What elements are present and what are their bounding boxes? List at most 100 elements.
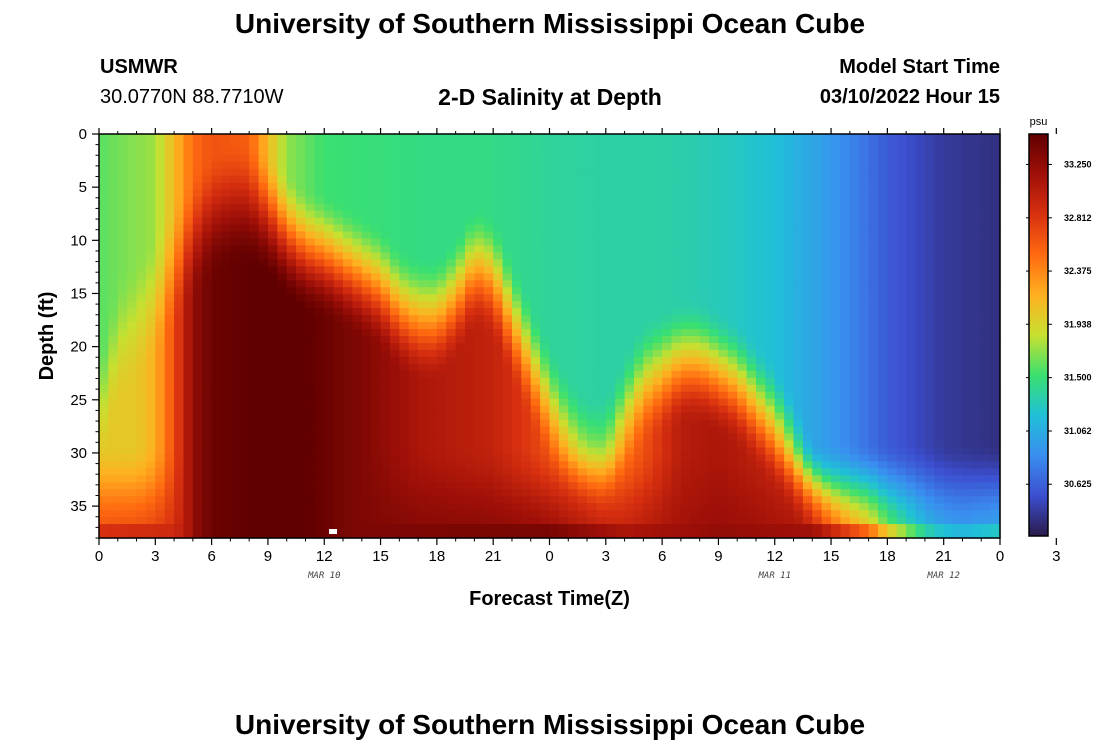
heatmap-cell bbox=[371, 217, 382, 226]
heatmap-cell bbox=[164, 161, 175, 170]
heatmap-cell bbox=[155, 308, 166, 316]
heatmap-cell bbox=[483, 315, 494, 323]
heatmap-cell bbox=[511, 329, 522, 337]
heatmap-cell bbox=[868, 329, 879, 337]
heatmap-cell bbox=[174, 489, 185, 497]
heatmap-cell bbox=[202, 294, 213, 302]
heatmap-cell bbox=[333, 140, 344, 149]
heatmap-cell bbox=[211, 510, 222, 518]
heatmap-cell bbox=[558, 210, 569, 219]
heatmap-cell bbox=[164, 370, 175, 379]
heatmap-cell bbox=[399, 217, 410, 226]
heatmap-cell bbox=[221, 224, 231, 233]
heatmap-cell bbox=[718, 336, 729, 344]
heatmap-cell bbox=[99, 426, 109, 435]
heatmap-cell bbox=[887, 294, 898, 302]
heatmap-cell bbox=[474, 210, 485, 219]
heatmap-cell bbox=[802, 322, 813, 330]
heatmap-cell bbox=[502, 189, 513, 198]
heatmap-cell bbox=[305, 475, 316, 483]
heatmap-cell bbox=[596, 203, 607, 212]
heatmap-cell bbox=[174, 510, 185, 518]
heatmap-cell bbox=[896, 510, 907, 518]
heatmap-cell bbox=[558, 175, 569, 184]
heatmap-cell bbox=[821, 440, 832, 449]
heatmap-cell bbox=[108, 377, 119, 386]
heatmap-cell bbox=[502, 273, 513, 281]
heatmap-cell bbox=[821, 287, 832, 295]
heatmap-cell bbox=[192, 475, 203, 483]
heatmap-cell bbox=[671, 252, 682, 260]
heatmap-cell bbox=[774, 259, 785, 267]
heatmap-cell bbox=[812, 252, 823, 260]
heatmap-cell bbox=[652, 238, 663, 247]
heatmap-cell bbox=[530, 294, 541, 302]
heatmap-cell bbox=[164, 475, 175, 483]
heatmap-cell bbox=[502, 405, 513, 414]
heatmap-cell bbox=[145, 440, 156, 449]
heatmap-cell bbox=[727, 468, 738, 476]
heatmap-cell bbox=[427, 210, 438, 219]
heatmap-cell bbox=[587, 175, 598, 184]
heatmap-cell bbox=[202, 329, 213, 337]
heatmap-cell bbox=[755, 182, 766, 191]
heatmap-cell bbox=[896, 322, 907, 330]
heatmap-cell bbox=[812, 336, 823, 344]
heatmap-cell bbox=[633, 224, 644, 233]
heatmap-cell bbox=[380, 405, 391, 414]
heatmap-cell bbox=[249, 217, 260, 226]
heatmap-cell bbox=[896, 182, 907, 191]
heatmap-cell bbox=[511, 210, 522, 219]
heatmap-cell bbox=[784, 426, 795, 435]
heatmap-cell bbox=[455, 426, 466, 435]
heatmap-cell bbox=[221, 503, 231, 511]
heatmap-cell bbox=[455, 377, 466, 386]
heatmap-cell bbox=[868, 398, 879, 407]
heatmap-cell bbox=[530, 426, 541, 435]
heatmap-cell bbox=[605, 475, 616, 483]
heatmap-cell bbox=[483, 231, 494, 240]
heatmap-cell bbox=[558, 447, 569, 456]
heatmap-cell bbox=[455, 342, 466, 351]
heatmap-cell bbox=[192, 342, 203, 351]
heatmap-cell bbox=[624, 147, 635, 156]
heatmap-cell bbox=[305, 182, 316, 191]
heatmap-cell bbox=[755, 531, 766, 539]
heatmap-cell bbox=[840, 294, 851, 302]
heatmap-cell bbox=[662, 510, 673, 518]
heatmap-cell bbox=[164, 273, 175, 281]
heatmap-cell bbox=[540, 356, 551, 365]
heatmap-cell bbox=[718, 461, 729, 469]
heatmap-cell bbox=[352, 517, 363, 525]
heatmap-cell bbox=[840, 531, 851, 539]
heatmap-cell bbox=[615, 440, 626, 449]
heatmap-cell bbox=[540, 189, 551, 198]
heatmap-cell bbox=[108, 189, 119, 198]
heatmap-cell bbox=[849, 489, 860, 497]
heatmap-cell bbox=[286, 189, 297, 198]
heatmap-cell bbox=[699, 342, 710, 351]
heatmap-cell bbox=[774, 336, 785, 344]
heatmap-cell bbox=[174, 329, 185, 337]
heatmap-cell bbox=[511, 294, 522, 302]
heatmap-cell bbox=[230, 329, 241, 337]
heatmap-cell bbox=[577, 531, 588, 539]
heatmap-cell bbox=[371, 461, 382, 469]
heatmap-cell bbox=[596, 349, 607, 358]
heatmap-cell bbox=[530, 336, 541, 344]
heatmap-cell bbox=[615, 134, 626, 142]
heatmap-cell bbox=[877, 468, 888, 476]
heatmap-cell bbox=[568, 259, 579, 267]
heatmap-cell bbox=[605, 454, 616, 462]
heatmap-cell bbox=[680, 203, 691, 212]
heatmap-cell bbox=[784, 196, 795, 205]
heatmap-cell bbox=[868, 405, 879, 414]
heatmap-cell bbox=[408, 182, 419, 191]
heatmap-cell bbox=[849, 510, 860, 518]
heatmap-cell bbox=[145, 217, 156, 226]
heatmap-cell bbox=[558, 308, 569, 316]
heatmap-cell bbox=[183, 161, 194, 170]
heatmap-cell bbox=[587, 134, 598, 142]
heatmap-cell bbox=[596, 503, 607, 511]
heatmap-cell bbox=[314, 294, 325, 302]
